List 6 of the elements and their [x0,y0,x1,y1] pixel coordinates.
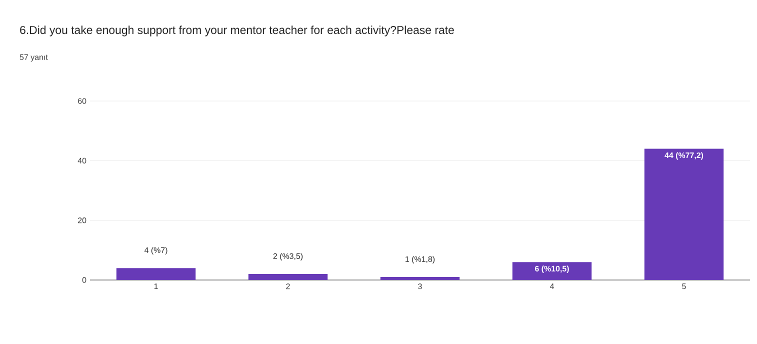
bar [512,262,592,280]
bar [644,148,724,280]
bar [380,277,460,280]
chart-title: 6.Did you take enough support from your mentor teacher for each activity?Please rate [20,26,454,36]
bar [116,268,196,280]
bar [248,274,328,280]
